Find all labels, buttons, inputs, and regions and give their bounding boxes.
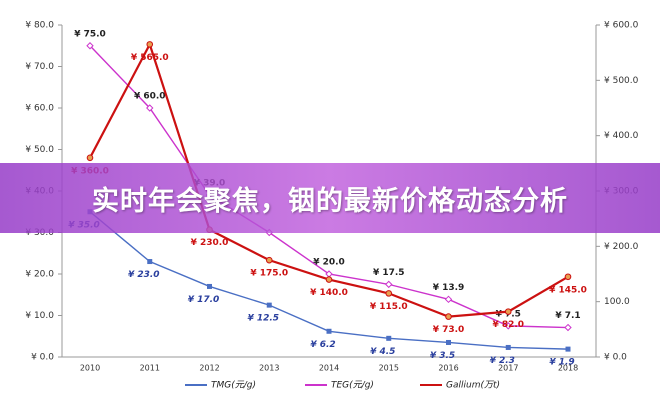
point [565, 346, 571, 352]
data-label: ¥ 75.0 [74, 29, 106, 39]
y2-tick-label: ¥ 400.0 [604, 131, 639, 141]
point [564, 273, 572, 281]
x-tick-label: 2016 [438, 364, 458, 373]
point [386, 335, 392, 341]
data-label: ¥ 3.5 [430, 351, 455, 361]
point [504, 322, 512, 330]
legend-label: Gallium(万t) [446, 381, 500, 391]
data-label: ¥ 23.0 [128, 270, 160, 280]
point [146, 104, 154, 112]
point [326, 328, 332, 334]
data-label: ¥ 17.0 [188, 295, 220, 305]
y-tick-label: ¥ 10.0 [25, 311, 54, 321]
y2-tick-label: 100.0 [604, 297, 630, 307]
point [265, 256, 273, 264]
data-label: ¥ 60.0 [134, 92, 166, 102]
point [504, 308, 512, 315]
data-label: ¥ 145.0 [549, 285, 587, 295]
legend-label: TEG(元/g) [331, 381, 374, 391]
x-tick-label: 2012 [199, 364, 219, 373]
data-label: ¥ 4.5 [370, 347, 395, 357]
x-tick-label: 2017 [498, 364, 518, 373]
legend-label: TMG(元/g) [211, 381, 256, 391]
banner-title: 实时年会聚焦，铟的最新价格动态分析 [92, 185, 568, 217]
data-label: ¥ 565.0 [131, 53, 169, 63]
y-tick-label: ¥ 30.0 [25, 228, 54, 238]
x-tick-label: 2013 [259, 364, 279, 373]
x-tick-label: 2010 [80, 364, 100, 373]
x-tick-label: 2011 [140, 364, 160, 373]
y-tick-label: ¥ 60.0 [25, 104, 54, 114]
point [266, 302, 272, 308]
y2-tick-label: ¥ 0.0 [604, 353, 627, 363]
data-label: ¥ 7.1 [555, 311, 580, 321]
data-label: ¥ 1.9 [549, 358, 574, 368]
data-label: ¥ 13.9 [433, 283, 465, 293]
y2-tick-label: ¥ 200.0 [604, 242, 639, 252]
banner: 实时年会聚焦，铟的最新价格动态分析 [0, 163, 660, 233]
y2-tick-label: ¥ 500.0 [604, 76, 639, 86]
point [146, 41, 154, 48]
x-tick-label: 2014 [319, 364, 339, 373]
data-label: ¥ 6.2 [310, 340, 335, 350]
point [325, 276, 333, 283]
data-label: ¥ 17.5 [373, 268, 405, 278]
point [505, 344, 511, 350]
data-label: ¥ 140.0 [310, 288, 348, 298]
point [446, 339, 451, 345]
data-label: ¥ 73.0 [433, 325, 465, 335]
data-label: ¥ 230.0 [191, 238, 229, 248]
point [207, 283, 212, 289]
data-label: ¥ 12.5 [247, 314, 279, 324]
y2-tick-label: ¥ 600.0 [604, 21, 639, 31]
point [444, 295, 453, 304]
data-label: ¥ 2.3 [490, 356, 515, 366]
data-label: ¥ 115.0 [370, 302, 408, 312]
y-tick-label: ¥ 20.0 [25, 270, 54, 280]
x-tick-label: 2018 [558, 364, 578, 373]
point [564, 323, 572, 332]
point [385, 280, 393, 289]
y-tick-label: ¥ 50.0 [25, 145, 54, 155]
point [147, 259, 153, 265]
data-label: ¥ 82.0 [492, 320, 524, 330]
y-tick-label: ¥ 80.0 [25, 21, 54, 31]
point [86, 42, 94, 50]
y-tick-label: ¥ 70.0 [25, 62, 54, 72]
point [385, 290, 393, 297]
data-label: ¥ 20.0 [313, 258, 345, 268]
y-tick-label: ¥ 0.0 [31, 353, 54, 363]
x-tick-label: 2015 [379, 364, 399, 373]
data-label: ¥ 175.0 [250, 269, 288, 279]
point [445, 313, 452, 320]
point [86, 154, 94, 162]
